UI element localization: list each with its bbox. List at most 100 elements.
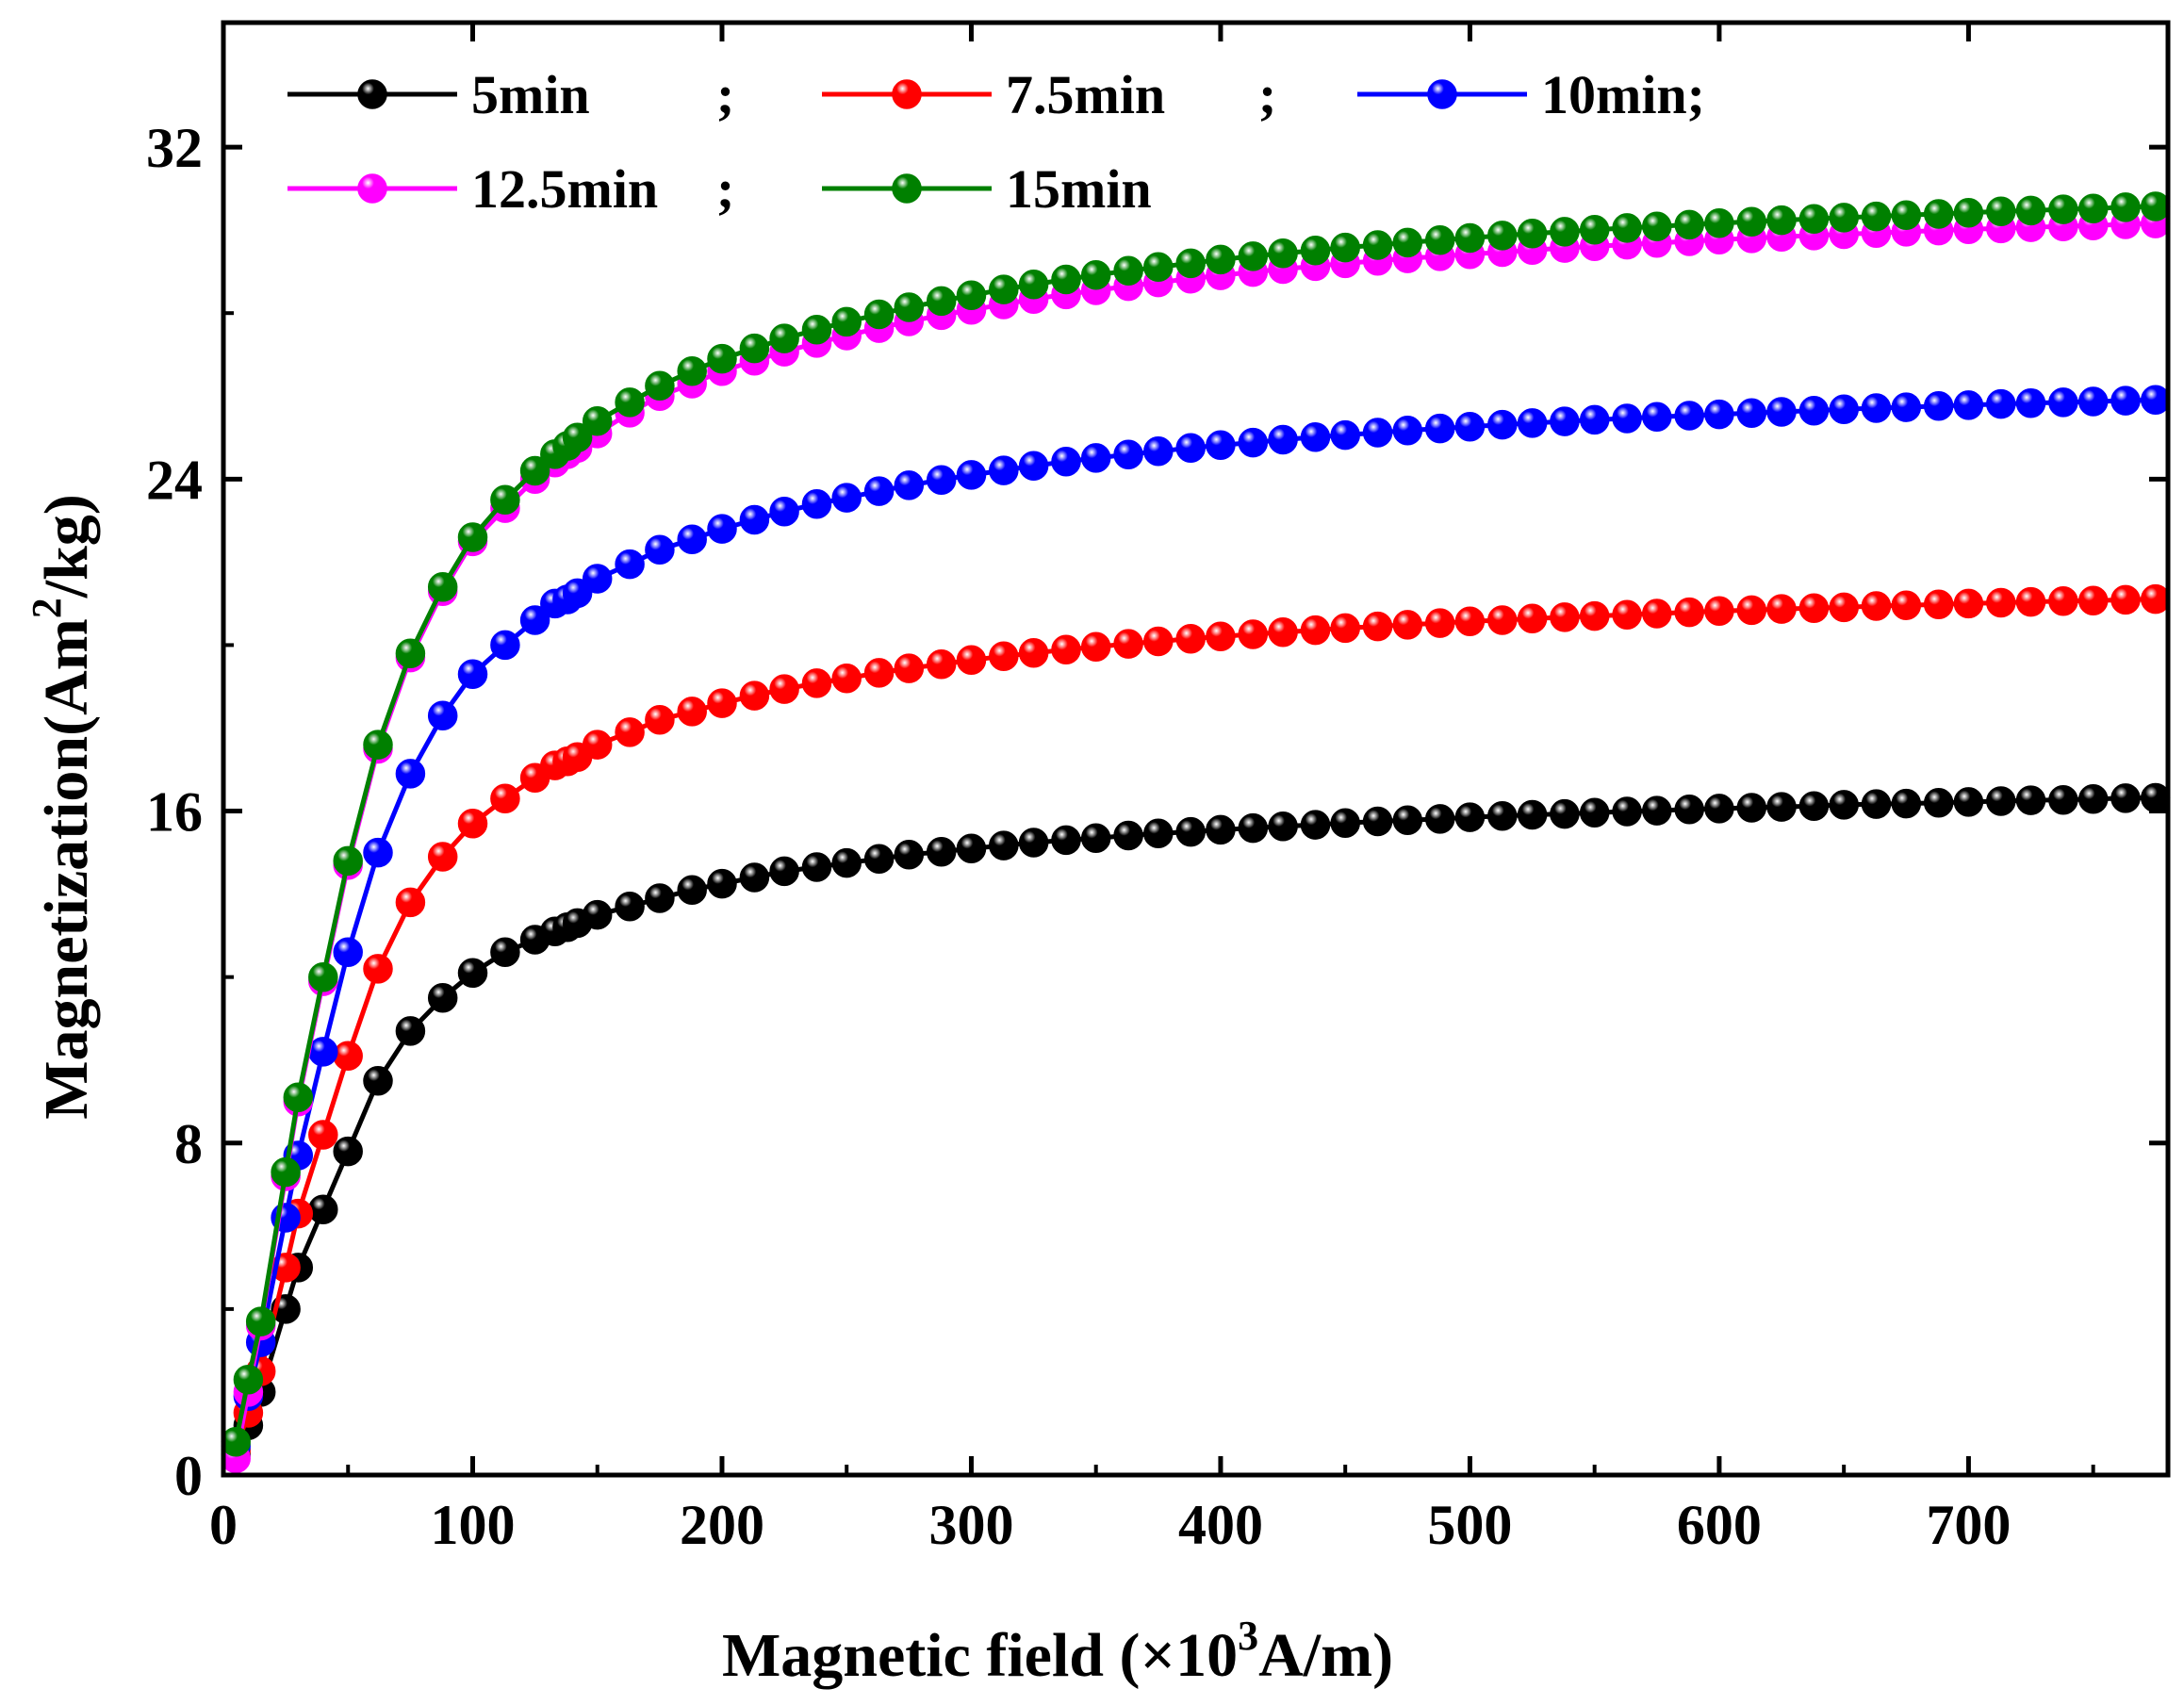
data-point bbox=[1362, 611, 1393, 642]
data-point bbox=[457, 659, 488, 689]
data-point bbox=[490, 783, 520, 814]
data-point bbox=[739, 504, 770, 535]
data-point bbox=[1330, 232, 1360, 263]
data-point bbox=[645, 704, 675, 735]
data-point bbox=[1487, 605, 1518, 635]
data-point bbox=[1051, 447, 1081, 477]
data-point bbox=[1362, 418, 1393, 448]
data-point bbox=[956, 280, 987, 311]
data-point bbox=[769, 496, 799, 527]
data-point bbox=[1517, 218, 1548, 249]
data-point bbox=[926, 836, 957, 867]
data-point bbox=[1674, 597, 1704, 628]
data-point bbox=[490, 937, 520, 967]
data-point bbox=[1674, 795, 1704, 825]
data-point bbox=[457, 522, 488, 552]
data-point bbox=[1487, 801, 1518, 831]
data-point bbox=[1704, 596, 1734, 627]
data-point bbox=[363, 1065, 393, 1096]
data-point bbox=[677, 697, 707, 727]
data-point bbox=[1206, 430, 1236, 460]
data-point bbox=[707, 343, 737, 374]
legend-marker bbox=[357, 173, 387, 204]
data-point bbox=[1175, 624, 1206, 654]
data-point bbox=[956, 460, 987, 490]
data-point bbox=[1300, 615, 1331, 646]
data-point bbox=[1829, 592, 1859, 623]
data-point bbox=[1766, 205, 1797, 236]
data-point bbox=[2141, 782, 2171, 813]
data-point bbox=[1392, 416, 1423, 446]
data-point bbox=[1736, 595, 1767, 626]
legend-entry-5min: 5min; bbox=[287, 64, 734, 125]
data-point bbox=[562, 422, 593, 453]
data-point bbox=[1268, 424, 1298, 455]
data-point bbox=[1238, 427, 1269, 458]
data-point bbox=[894, 292, 925, 322]
data-point bbox=[1579, 214, 1610, 245]
legend-label: 12.5min bbox=[471, 158, 658, 220]
data-point bbox=[271, 1156, 301, 1188]
data-point bbox=[2141, 385, 2171, 415]
data-point bbox=[1579, 404, 1610, 435]
data-point bbox=[582, 730, 613, 760]
data-point bbox=[1612, 213, 1642, 243]
data-point bbox=[769, 674, 799, 704]
data-point bbox=[1704, 207, 1734, 238]
data-point bbox=[894, 840, 925, 870]
data-point bbox=[1550, 798, 1580, 829]
y-tick-label: 16 bbox=[146, 781, 203, 844]
y-tick-label: 24 bbox=[146, 449, 203, 511]
data-point bbox=[1238, 241, 1269, 271]
series-15min bbox=[221, 191, 2171, 1457]
data-point bbox=[1206, 814, 1236, 845]
data-point bbox=[1674, 209, 1704, 240]
x-tick-label: 0 bbox=[209, 1494, 238, 1556]
data-point bbox=[233, 1364, 264, 1395]
data-point bbox=[926, 465, 957, 495]
data-point bbox=[1051, 825, 1081, 856]
data-point bbox=[333, 937, 363, 967]
data-point bbox=[2110, 783, 2141, 813]
data-point bbox=[1206, 244, 1236, 275]
data-point bbox=[1891, 392, 1922, 422]
y-tick-label: 0 bbox=[174, 1445, 203, 1507]
data-point bbox=[1454, 606, 1486, 637]
data-point bbox=[1330, 419, 1360, 451]
data-point bbox=[1454, 802, 1486, 832]
data-point bbox=[926, 286, 957, 317]
data-point bbox=[677, 524, 707, 554]
data-point bbox=[831, 306, 862, 337]
data-point bbox=[395, 638, 426, 668]
data-point bbox=[1175, 816, 1206, 847]
data-point bbox=[1051, 264, 1081, 295]
data-point bbox=[2110, 385, 2141, 416]
data-point bbox=[1392, 227, 1423, 258]
data-point bbox=[2077, 784, 2109, 814]
data-point bbox=[1018, 451, 1049, 481]
data-point bbox=[1175, 433, 1206, 464]
data-point bbox=[801, 852, 832, 882]
data-point bbox=[1923, 391, 1954, 421]
data-point bbox=[1392, 610, 1423, 640]
data-point bbox=[2141, 583, 2171, 615]
data-point bbox=[1143, 252, 1174, 283]
data-point bbox=[831, 483, 862, 513]
legend-entry-7.5min: 7.5min; bbox=[822, 64, 1276, 125]
data-point bbox=[739, 333, 770, 364]
data-point bbox=[1550, 406, 1580, 436]
data-point bbox=[1113, 439, 1143, 470]
data-point bbox=[427, 842, 458, 872]
data-point bbox=[1550, 217, 1580, 247]
legend-marker bbox=[892, 173, 922, 204]
data-point bbox=[1736, 793, 1767, 823]
data-point bbox=[989, 274, 1019, 304]
data-point bbox=[1300, 422, 1331, 452]
x-tick-label: 500 bbox=[1427, 1494, 1512, 1556]
data-point bbox=[395, 887, 426, 918]
data-point bbox=[801, 315, 832, 345]
data-point bbox=[2077, 386, 2109, 417]
legend: 5min; 7.5min; 10min;12.5min; 15min bbox=[287, 64, 1705, 220]
x-tick-label: 400 bbox=[1178, 1494, 1263, 1556]
data-point bbox=[283, 1082, 314, 1113]
